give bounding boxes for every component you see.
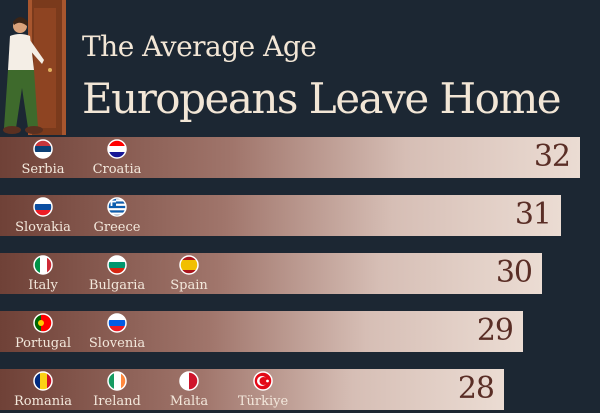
chart-title-line2: Europeans Leave Home (82, 74, 562, 123)
country-label: Malta (152, 371, 226, 409)
country-label: Romania (6, 371, 80, 409)
person-leaving-home-icon (3, 0, 66, 135)
country-label: Serbia (6, 139, 80, 177)
country-name: Bulgaria (88, 278, 146, 293)
bar-row: 31 Slovakia Greece (0, 195, 561, 236)
country-name: Romania (14, 394, 72, 409)
country-label: Portugal (6, 313, 80, 351)
country-name: Spain (170, 278, 208, 293)
chart-title-line1: The Average Age (82, 30, 317, 63)
country-label: Ireland (80, 371, 154, 409)
slovakia-flag-icon (6, 197, 80, 217)
country-label: Bulgaria (80, 255, 154, 293)
country-label: Italy (6, 255, 80, 293)
malta-flag-icon (152, 371, 226, 391)
country-label: Türkiye (226, 371, 300, 409)
ireland-flag-icon (80, 371, 154, 391)
country-name: Türkiye (237, 394, 289, 409)
bar-row: 29 Portugal Slovenia (0, 311, 523, 352)
country-name: Greece (93, 220, 141, 235)
spain-flag-icon (152, 255, 226, 275)
country-name: Serbia (21, 162, 65, 177)
country-name: Ireland (93, 394, 141, 409)
country-label: Slovenia (80, 313, 154, 351)
bar-row: 30 Italy Bulgaria Spain (0, 253, 542, 294)
country-name: Croatia (92, 162, 142, 177)
country-label: Slovakia (6, 197, 80, 235)
italy-flag-icon (6, 255, 80, 275)
bar-value-label: 31 (514, 197, 552, 232)
country-name: Portugal (14, 336, 72, 351)
country-label: Greece (80, 197, 154, 235)
chart-header: The Average Age Europeans Leave Home (0, 0, 600, 135)
serbia-flag-icon (6, 139, 80, 159)
country-label: Spain (152, 255, 226, 293)
portugal-flag-icon (6, 313, 80, 333)
greece-flag-icon (80, 197, 154, 217)
country-label: Croatia (80, 139, 154, 177)
bar-value-label: 32 (533, 139, 571, 174)
croatia-flag-icon (80, 139, 154, 159)
turkiye-flag-icon (226, 371, 300, 391)
country-name: Malta (169, 394, 209, 409)
country-name: Slovenia (88, 336, 146, 351)
bar-value-label: 30 (495, 255, 533, 290)
bar-value-label: 28 (457, 371, 495, 406)
bar-row: 28 Romania Ireland Malta Türkiye (0, 369, 504, 410)
country-name: Italy (28, 278, 58, 293)
romania-flag-icon (6, 371, 80, 391)
bulgaria-flag-icon (80, 255, 154, 275)
country-name: Slovakia (15, 220, 71, 235)
slovenia-flag-icon (80, 313, 154, 333)
bar-value-label: 29 (476, 313, 514, 348)
bar-row: 32 Serbia Croatia (0, 137, 580, 178)
